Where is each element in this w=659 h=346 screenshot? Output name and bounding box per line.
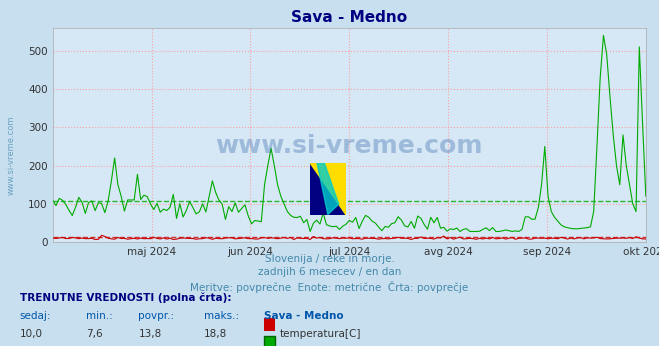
- Polygon shape: [310, 163, 346, 215]
- Text: 10,0: 10,0: [20, 329, 43, 339]
- Title: Sava - Medno: Sava - Medno: [291, 10, 407, 25]
- Text: Meritve: povprečne  Enote: metrične  Črta: povprečje: Meritve: povprečne Enote: metrične Črta:…: [190, 281, 469, 293]
- Text: Sava - Medno: Sava - Medno: [264, 311, 343, 321]
- Text: zadnjih 6 mesecev / en dan: zadnjih 6 mesecev / en dan: [258, 267, 401, 277]
- Text: 13,8: 13,8: [138, 329, 161, 339]
- Polygon shape: [310, 163, 346, 215]
- Text: sedaj:: sedaj:: [20, 311, 51, 321]
- Text: povpr.:: povpr.:: [138, 311, 175, 321]
- Text: temperatura[C]: temperatura[C]: [280, 329, 362, 339]
- Text: 18,8: 18,8: [204, 329, 227, 339]
- Polygon shape: [317, 163, 339, 215]
- Text: 7,6: 7,6: [86, 329, 102, 339]
- Text: www.si-vreme.com: www.si-vreme.com: [215, 134, 483, 158]
- Text: min.:: min.:: [86, 311, 113, 321]
- Text: www.si-vreme.com: www.si-vreme.com: [7, 116, 16, 195]
- Text: maks.:: maks.:: [204, 311, 239, 321]
- Text: Slovenija / reke in morje.: Slovenija / reke in morje.: [264, 254, 395, 264]
- Text: TRENUTNE VREDNOSTI (polna črta):: TRENUTNE VREDNOSTI (polna črta):: [20, 292, 231, 303]
